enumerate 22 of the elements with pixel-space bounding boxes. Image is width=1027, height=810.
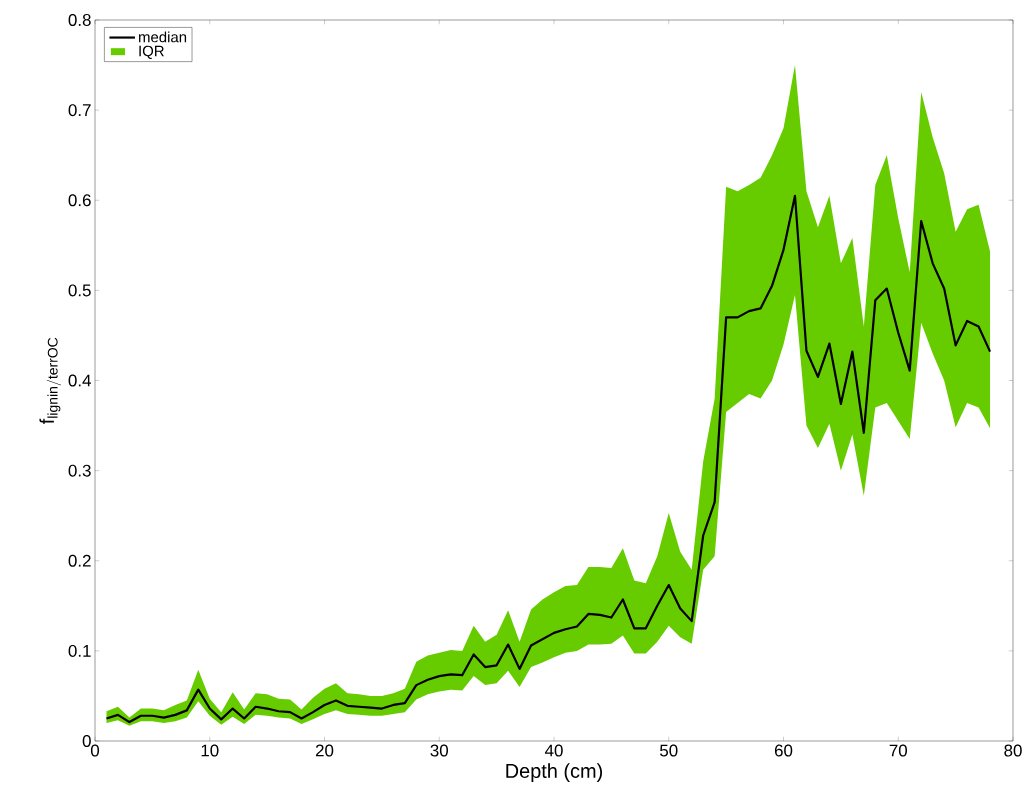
x-tick-label: 60	[774, 744, 793, 757]
legend-label: median	[139, 31, 187, 43]
x-tick-label: 20	[315, 744, 334, 757]
x-tick-label: 10	[201, 744, 219, 757]
x-tick-label: 50	[660, 744, 678, 757]
x-tick-label: 0	[90, 744, 100, 757]
y-tick-label: 0.3	[68, 464, 91, 477]
y-tick-label: 0.6	[68, 194, 91, 207]
y-axis-title: $\mathrm{f}_{\mathrm{lignin/terrOC}}$	[39, 337, 62, 424]
annotation: IQR	[139, 45, 164, 59]
y-tick-label: 0.4	[68, 374, 91, 387]
y-tick-label: 0.7	[68, 104, 91, 117]
y-tick-label: 0	[82, 735, 91, 747]
x-axis-title: Depth (cm)	[506, 763, 603, 782]
x-tick-label: 70	[889, 744, 908, 757]
x-tick-label: 80	[1004, 744, 1022, 757]
y-tick-label: 0.1	[68, 644, 91, 657]
y-tick-label: 0.2	[68, 554, 91, 567]
y-tick-label: 0.5	[68, 284, 91, 297]
x-tick-label: 40	[544, 744, 563, 757]
y-tick-label: 0.8	[68, 14, 91, 26]
x-tick-label: 30	[430, 744, 449, 757]
